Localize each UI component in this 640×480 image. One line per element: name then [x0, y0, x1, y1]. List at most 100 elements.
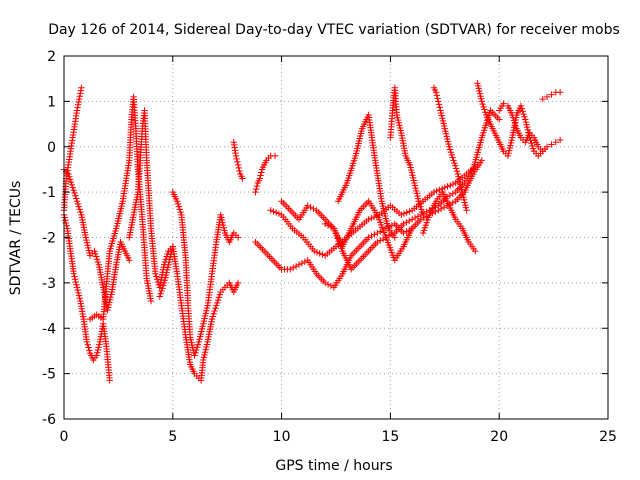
- series-track-7: [169, 188, 242, 359]
- data-point: [517, 102, 525, 110]
- data-point-interp: [77, 90, 84, 97]
- data-point-interp: [521, 113, 528, 121]
- data-point: [450, 157, 457, 164]
- data-point-interp: [301, 258, 309, 265]
- data-point: [304, 202, 311, 209]
- data-point: [374, 229, 381, 237]
- data-point: [73, 198, 81, 205]
- data-point-interp: [71, 189, 78, 197]
- y-tick-label: 2: [47, 49, 56, 65]
- data-point-interp: [449, 180, 457, 188]
- data-point-interp: [74, 101, 82, 108]
- data-point-interp: [75, 98, 82, 106]
- data-point-interp: [449, 190, 456, 197]
- data-point-interp: [447, 182, 454, 189]
- data-point-interp: [157, 290, 164, 297]
- data-point-interp: [453, 168, 461, 175]
- data-point-interp: [416, 200, 423, 208]
- data-point-interp: [290, 264, 297, 271]
- data-point-interp: [214, 296, 222, 304]
- data-point-interp: [435, 101, 443, 108]
- data-point-interp: [452, 165, 460, 172]
- data-point: [76, 95, 83, 103]
- data-point-interp: [72, 192, 79, 199]
- data-point-interp: [193, 344, 201, 351]
- y-tick-label: -4: [42, 321, 56, 337]
- series-track-3: [60, 166, 133, 314]
- data-point-interp: [212, 305, 219, 312]
- data-point-interp: [449, 154, 456, 161]
- series-track-18: [474, 80, 564, 160]
- data-point: [500, 100, 507, 107]
- data-point-interp: [529, 142, 536, 150]
- data-point-interp: [72, 278, 79, 286]
- data-point: [408, 216, 416, 223]
- data-point-interp: [434, 95, 441, 102]
- data-point-interp: [61, 214, 68, 221]
- data-point-interp: [94, 349, 101, 356]
- data-point: [147, 297, 155, 305]
- data-point-interp: [174, 200, 182, 208]
- data-point: [548, 141, 555, 148]
- data-point-interp: [307, 204, 314, 211]
- data-point-interp: [437, 205, 445, 212]
- data-point-interp: [66, 173, 73, 180]
- data-point: [415, 198, 422, 205]
- chart-title: Day 126 of 2014, Sidereal Day-to-day VTE…: [48, 22, 620, 38]
- data-point-interp: [159, 285, 166, 292]
- data-point: [93, 352, 100, 359]
- data-point-interp: [510, 117, 518, 124]
- data-point: [126, 256, 133, 264]
- data-point-interp: [96, 341, 103, 348]
- data-point-interp: [313, 249, 321, 256]
- x-tick-label: 0: [60, 429, 69, 445]
- data-point-interp: [153, 273, 160, 280]
- data-point-interp: [406, 208, 413, 215]
- data-point: [234, 161, 242, 169]
- data-point: [552, 139, 559, 146]
- data-point-interp: [93, 256, 101, 263]
- data-point-interp: [92, 250, 99, 258]
- x-tick-label: 10: [273, 429, 291, 445]
- data-point-interp: [316, 250, 323, 257]
- data-point-interp: [67, 178, 75, 186]
- data-point: [445, 143, 453, 150]
- data-point-interp: [529, 145, 537, 152]
- data-point-interp: [95, 344, 102, 351]
- data-point-interp: [236, 167, 243, 175]
- data-point: [69, 184, 76, 191]
- data-point: [391, 234, 398, 241]
- data-point-interp: [509, 114, 517, 121]
- data-point: [539, 95, 546, 103]
- data-point-interp: [368, 232, 375, 240]
- data-point-interp: [215, 294, 223, 301]
- data-point-interp: [85, 344, 92, 351]
- data-point: [382, 234, 390, 241]
- y-tick-label: -3: [42, 276, 56, 292]
- data-point-interp: [446, 146, 454, 153]
- y-tick-label: -2: [42, 231, 56, 247]
- data-point-interp: [84, 341, 91, 348]
- data-point-interp: [438, 185, 446, 192]
- series-track-9: [252, 152, 279, 196]
- data-point: [106, 377, 113, 384]
- data-point-interp: [436, 104, 443, 111]
- data-point-interp: [71, 273, 78, 280]
- data-point: [191, 352, 198, 359]
- data-point-interp: [403, 219, 410, 226]
- data-point-interp: [436, 186, 443, 194]
- data-point-interp: [368, 215, 375, 222]
- data-point: [234, 279, 242, 287]
- data-point-interp: [414, 213, 422, 220]
- data-points: [60, 80, 564, 384]
- data-point: [435, 98, 442, 105]
- y-tick-label: -1: [42, 185, 56, 201]
- data-point-interp: [272, 209, 280, 216]
- data-point: [152, 270, 159, 277]
- data-point: [365, 234, 372, 241]
- data-point-interp: [385, 223, 393, 231]
- data-point-interp: [164, 250, 171, 258]
- data-point-interp: [153, 276, 161, 283]
